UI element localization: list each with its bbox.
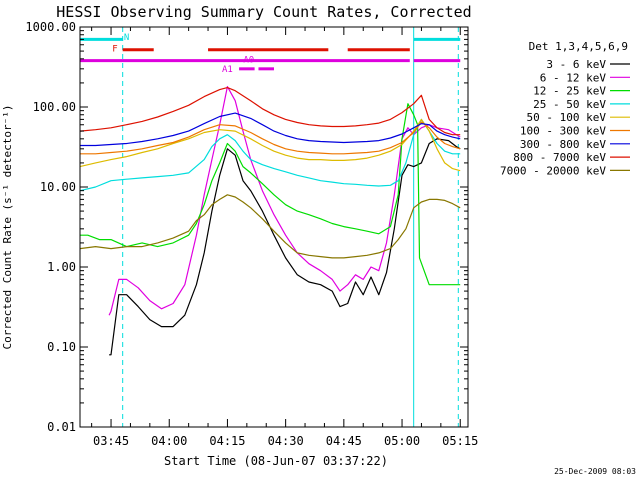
x-tick-label-5: 04:45 [326, 434, 362, 448]
chart-title: HESSI Observing Summary Count Rates, Cor… [56, 3, 471, 21]
legend-label-3: 12 - 25 keV [533, 85, 606, 98]
y-axis-label: Corrected Count Rate (s⁻¹ detector⁻¹) [1, 104, 14, 349]
annotation-3: A0 [243, 56, 254, 66]
x-tick-label-6: 05:00 [384, 434, 420, 448]
y-tick-label-3: 1.00 [47, 260, 76, 274]
date-stamp: 25-Dec-2009 08:03 [554, 467, 636, 476]
legend-label-9: 7000 - 20000 keV [500, 164, 606, 177]
x-tick-label-1: 03:45 [93, 434, 129, 448]
x-tick-label-2: 04:00 [151, 434, 187, 448]
y-tick-label-4: 10.00 [40, 180, 76, 194]
series-line-9 [79, 194, 461, 259]
x-axis-label: Start Time (08-Jun-07 03:37:22) [164, 454, 388, 468]
legend-label-6: 100 - 300 keV [520, 125, 606, 138]
y-tick-label-6: 1000.00 [25, 20, 76, 34]
y-tick-label-1: 0.01 [47, 420, 76, 434]
series-line-3 [80, 103, 461, 286]
x-tick-label-4: 04:30 [268, 434, 304, 448]
annotation-2: F [112, 44, 117, 54]
series-line-4 [79, 118, 461, 192]
legend-label-2: 6 - 12 keV [540, 71, 607, 84]
series-line-1 [109, 138, 461, 356]
y-tick-label-2: 0.10 [47, 340, 76, 354]
y-tick-label-5: 100.00 [33, 100, 76, 114]
legend-title: Det 1,3,4,5,6,9 [529, 40, 628, 53]
x-axis: 03:45 04:00 04:15 04:30 04:45 05:00 05:15 [91, 27, 478, 448]
series-line-5 [79, 118, 461, 172]
x-tick-label-3: 04:15 [209, 434, 245, 448]
legend-label-5: 50 - 100 keV [527, 111, 607, 124]
plot-marks: NF A0 A1 [79, 27, 461, 427]
series-line-2 [108, 85, 461, 316]
plot-frame [79, 26, 469, 428]
series-line-7 [80, 112, 461, 147]
legend-label-8: 800 - 7000 keV [513, 151, 606, 164]
series-line-8 [79, 86, 461, 136]
annotation-4: A1 [222, 65, 233, 75]
legend-label-1: 3 - 6 keV [546, 58, 606, 71]
legend-label-7: 300 - 800 keV [520, 138, 606, 151]
x-tick-label-7: 05:15 [442, 434, 478, 448]
y-axis: 0.01 0.10 1.00 10.00 100.00 1000.00 [25, 20, 468, 434]
annotation-1: N [124, 33, 129, 43]
legend-label-4: 25 - 50 keV [533, 98, 606, 111]
